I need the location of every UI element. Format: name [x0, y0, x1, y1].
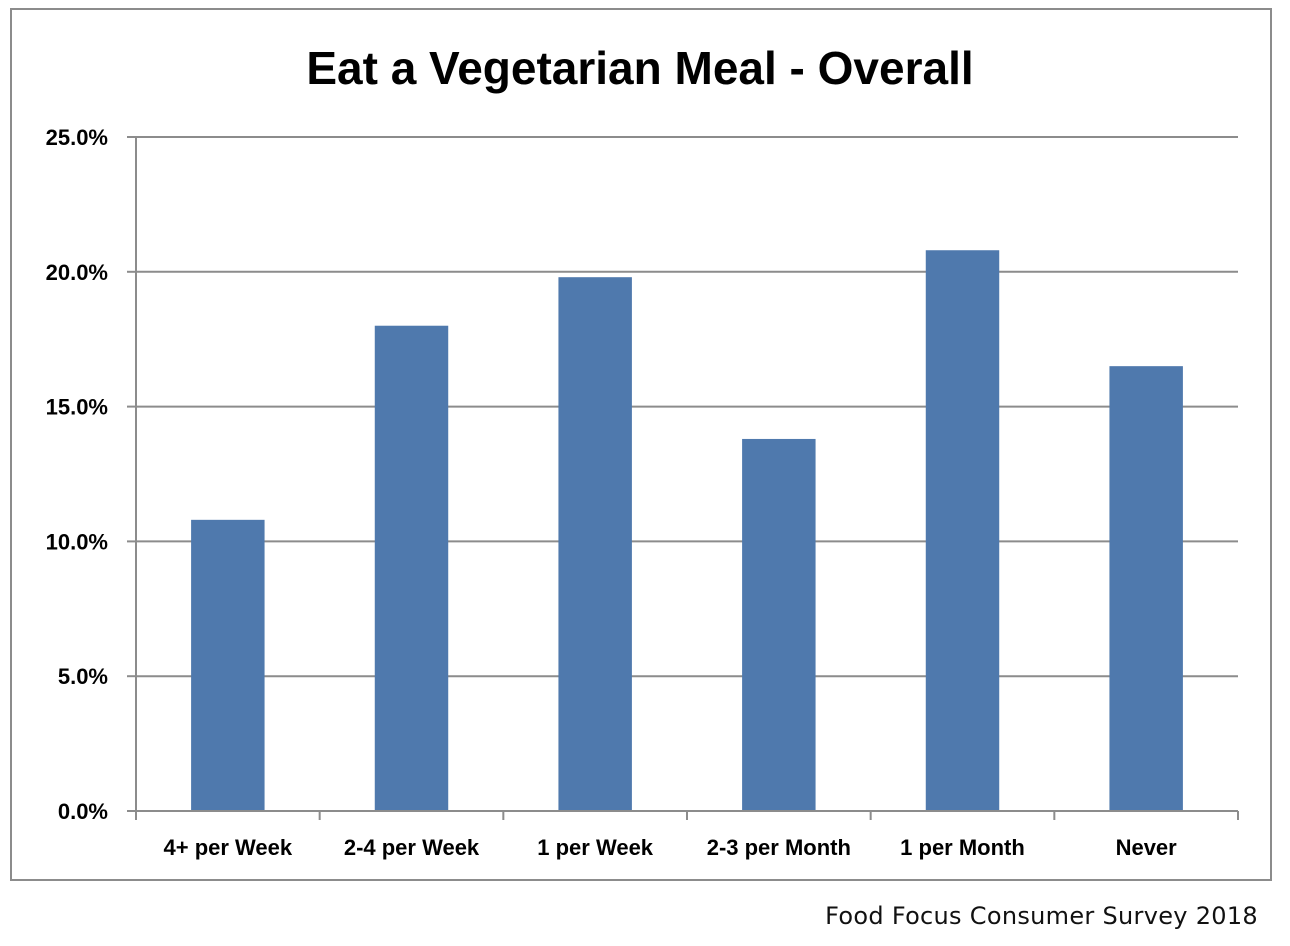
bars	[191, 250, 1183, 811]
y-tick-label: 15.0%	[46, 395, 108, 420]
source-caption: Food Focus Consumer Survey 2018	[825, 902, 1258, 930]
x-tick-label: 2-3 per Month	[707, 835, 851, 860]
axes	[127, 136, 1239, 820]
bar	[925, 250, 1000, 811]
bar	[1109, 366, 1183, 811]
bar	[374, 325, 449, 811]
y-tick-label: 25.0%	[46, 125, 108, 150]
y-tick-label: 0.0%	[58, 799, 108, 824]
y-tick-label: 10.0%	[46, 529, 108, 554]
x-tick-label: 2-4 per Week	[344, 835, 480, 860]
bar	[742, 438, 816, 811]
x-tick-labels: 4+ per Week 2-4 per Week 1 per Week 2-3 per…	[164, 835, 1178, 860]
x-tick-label: Never	[1116, 835, 1178, 860]
x-tick-label: 4+ per Week	[164, 835, 293, 860]
y-tick-labels: 0.0% 5.0% 10.0% 15.0% 20.0% 25.0%	[46, 125, 108, 824]
y-tick-label: 20.0%	[46, 260, 108, 285]
gridlines	[136, 136, 1238, 678]
bar	[191, 519, 265, 811]
bar	[558, 277, 632, 811]
x-tick-label: 1 per Month	[900, 835, 1025, 860]
y-tick-label: 5.0%	[58, 664, 108, 689]
chart-title: Eat a Vegetarian Meal - Overall	[306, 42, 973, 94]
x-tick-label: 1 per Week	[537, 835, 654, 860]
